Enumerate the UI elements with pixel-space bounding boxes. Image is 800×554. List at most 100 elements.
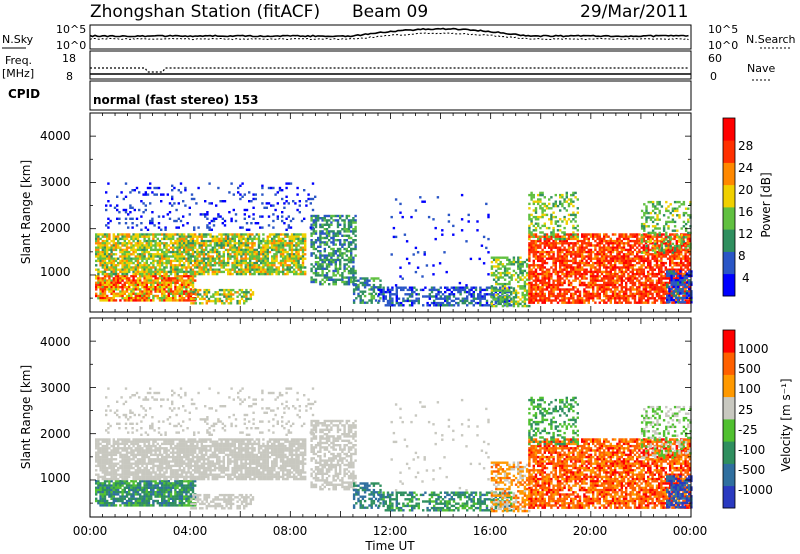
data-cell [323,243,326,246]
data-cell [463,299,467,303]
data-cell [541,255,544,258]
data-cell [165,259,168,263]
data-cell [196,259,199,263]
data-cell [640,290,643,293]
data-cell [218,239,221,243]
data-cell [466,299,469,303]
data-cell [132,250,135,254]
data-cell [352,279,356,282]
data-cell [264,270,267,274]
data-cell [592,235,595,238]
data-cell [389,288,392,292]
data-cell [572,279,575,282]
data-cell [622,244,626,247]
data-cell [435,288,438,292]
data-cell [435,295,438,298]
data-cell [271,266,274,269]
data-cell [587,270,590,274]
data-cell [592,294,595,298]
data-cell [653,288,656,291]
data-cell [631,292,634,296]
data-cell [271,257,274,260]
data-cell [611,283,615,287]
data-cell [110,272,113,276]
data-cell [653,264,656,267]
data-cell [666,281,670,285]
data-cell [114,242,118,245]
data-cell [545,277,549,280]
data-cell [664,281,667,285]
data-cell [585,299,588,302]
data-cell [132,288,135,291]
data-cell [622,270,626,274]
data-cell [605,283,608,287]
data-cell [525,293,529,297]
data-cell [225,297,228,301]
data-cell [688,253,692,256]
data-cell [255,237,258,241]
data-cell [150,286,153,289]
data-cell [636,235,639,238]
data-cell [363,290,367,293]
data-cell [161,279,164,282]
data-cell [603,264,606,267]
data-cell [139,297,142,300]
data-cell [506,269,509,273]
data-cell [211,246,214,249]
data-cell [413,299,416,303]
data-cell [347,258,351,262]
data-cell [189,261,192,265]
data-cell [596,277,599,280]
data-cell [220,259,223,263]
data-cell [525,282,529,286]
data-cell [332,232,335,235]
data-cell [370,297,373,300]
data-cell [328,261,331,264]
data-cell [180,288,184,291]
data-cell [647,270,650,274]
data-cell [556,277,560,280]
data-cell [232,288,235,292]
data-cell [611,266,615,269]
data-cell [147,255,151,258]
data-cell [452,286,456,289]
data-cell [565,261,568,265]
data-cell [574,270,577,274]
data-cell [565,264,568,267]
data-cell [279,244,283,247]
data-cell [103,255,107,258]
data-cell [501,289,505,292]
data-cell [363,279,367,282]
data-cell [534,233,538,236]
data-cell [572,242,575,245]
data-cell [618,301,621,304]
data-cell [673,233,676,236]
data-cell [249,255,252,258]
data-cell [647,272,650,276]
data-cell [121,257,124,260]
data-cell [339,254,342,257]
data-cell [178,270,181,274]
data-cell [139,299,142,302]
data-cell [123,257,126,260]
data-cell [189,275,192,278]
data-cell [145,290,148,293]
data-cell [570,242,573,245]
data-cell [293,235,296,238]
data-cell [532,224,535,228]
data-cell [629,264,632,267]
data-cell [141,268,144,271]
data-cell [347,219,351,222]
data-cell [108,288,111,291]
data-cell [336,250,340,253]
data-cell [143,297,146,300]
data-cell [163,277,166,280]
data-cell [556,204,560,208]
data-cell [455,297,458,300]
data-cell [264,255,267,258]
data-cell [136,248,140,252]
data-cell [156,242,159,245]
data-cell [218,255,221,258]
data-cell [189,266,192,269]
data-cell [330,230,333,233]
